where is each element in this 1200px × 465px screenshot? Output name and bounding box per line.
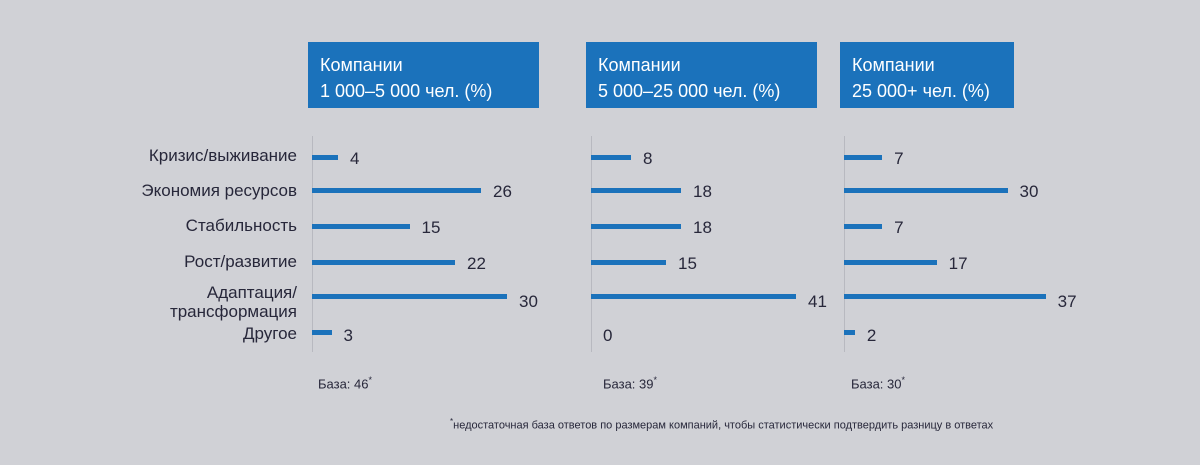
category-label: Кризис/выживание [149, 146, 297, 165]
bar [591, 155, 631, 160]
category-label: Адаптация/трансформация [170, 283, 297, 321]
panel-header-1: Компании 1 000–5 000 чел. (%) [308, 42, 539, 108]
data-label: 2 [866, 326, 877, 345]
panel-title-line1: Компании [852, 55, 935, 75]
data-label: 8 [643, 149, 653, 168]
category-label-line: Экономия ресурсов [141, 181, 297, 200]
bar [312, 294, 507, 299]
base-count-2: База: 39* [603, 375, 658, 392]
bar [844, 294, 1046, 299]
base-count-1: База: 46* [318, 375, 373, 392]
data-label: 7 [894, 149, 904, 168]
panel-title-line1: Компании [598, 55, 681, 75]
data-label: 15 [678, 254, 697, 273]
data-label: 30 [519, 292, 538, 311]
panel-title-line2: 1 000–5 000 чел. (%) [320, 81, 493, 101]
panel-title-line2: 5 000–25 000 чел. (%) [598, 81, 781, 101]
axis-line [591, 136, 592, 352]
bar [844, 188, 1008, 193]
data-label: 18 [693, 218, 712, 237]
axis-line [312, 136, 313, 352]
bar [844, 224, 883, 229]
bar [844, 260, 937, 265]
category-label-line: Адаптация/ [206, 283, 297, 302]
bar [591, 260, 666, 265]
category-label: Рост/развитие [184, 252, 297, 271]
bar [591, 188, 681, 193]
data-label: 0 [603, 326, 613, 345]
data-label: 17 [948, 254, 968, 273]
category-label-line: Стабильность [185, 216, 297, 235]
category-label: Экономия ресурсов [141, 181, 297, 200]
footnote: *недостаточная база ответов по размерам … [450, 417, 994, 432]
axis-line [844, 136, 845, 352]
base-count-3: База: 30* [851, 375, 906, 392]
bar [312, 188, 481, 193]
data-label: 18 [693, 182, 712, 201]
bar [844, 330, 855, 335]
bar [312, 155, 338, 160]
panel-header-2: Компании 5 000–25 000 чел. (%) [586, 42, 817, 108]
panel-header-3: Компании 25 000+ чел. (%) [840, 42, 1014, 108]
bar [591, 224, 681, 229]
data-label: 37 [1057, 292, 1077, 311]
category-label-line: Кризис/выживание [148, 146, 297, 165]
panel-title-line1: Компании [320, 55, 403, 75]
data-label: 30 [1019, 182, 1039, 201]
bar [312, 224, 410, 229]
category-label-line: Рост/развитие [184, 252, 297, 271]
data-label: 3 [343, 326, 353, 345]
category-label: Стабильность [186, 216, 297, 235]
bar [591, 294, 796, 299]
category-label-line: Другое [242, 324, 297, 343]
data-label: 4 [350, 149, 360, 168]
category-label: Другое [243, 324, 297, 343]
bar [844, 155, 883, 160]
data-label: 7 [894, 218, 904, 237]
panel-title-line2: 25 000+ чел. (%) [852, 81, 990, 101]
data-label: 26 [493, 182, 512, 201]
bar [312, 260, 455, 265]
data-label: 22 [467, 254, 486, 273]
data-label: 41 [808, 292, 827, 311]
data-label: 15 [421, 218, 441, 237]
bar [312, 330, 332, 335]
category-label-line: трансформация [169, 302, 297, 321]
